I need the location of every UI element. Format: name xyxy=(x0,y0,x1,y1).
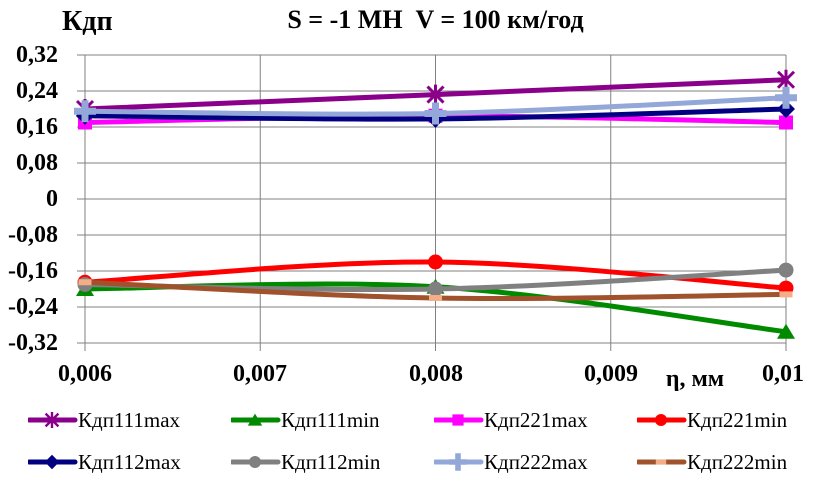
x-axis-title: η, мм xyxy=(665,366,725,392)
legend-item: Кдп221min xyxy=(637,406,817,434)
legend-item: Кдп111max xyxy=(28,406,231,434)
legend-item: Кдп111min xyxy=(231,406,434,434)
legend-marker-icon xyxy=(28,454,78,470)
legend-label: Кдп221max xyxy=(484,407,588,432)
y-axis-title: Кдп xyxy=(62,6,113,37)
legend-label: Кдп222min xyxy=(687,449,788,474)
legend-label: Кдп222max xyxy=(484,449,588,474)
legend-marker-icon xyxy=(231,413,281,426)
legend-item: Кдп222max xyxy=(434,448,637,476)
x-tick-label: 0,006 xyxy=(58,361,112,387)
y-tick-label: -0,08 xyxy=(8,222,58,248)
y-tick-label: 0,24 xyxy=(16,78,58,104)
legend-item: Кдп221max xyxy=(434,406,637,434)
legend-label: Кдп111min xyxy=(281,407,380,432)
legend-marker-icon xyxy=(434,453,484,471)
legend-label: Кдп111max xyxy=(78,407,181,432)
y-tick-label: -0,32 xyxy=(8,330,58,356)
legend-marker-icon xyxy=(231,456,281,468)
y-tick-label: -0,24 xyxy=(8,294,58,320)
legend-item: Кдп112max xyxy=(28,448,231,476)
x-tick-label: 0,007 xyxy=(233,361,287,387)
y-tick-label: 0,08 xyxy=(16,150,58,176)
legend-item: Кдп222min xyxy=(637,448,817,476)
legend-label: Кдп112max xyxy=(78,449,181,474)
legend-marker-icon xyxy=(637,459,687,465)
legend-item: Кдп112min xyxy=(231,448,434,476)
legend-marker-icon xyxy=(28,412,78,428)
x-tick-label: 0,008 xyxy=(409,361,463,387)
legend-label: Кдп221min xyxy=(687,407,788,432)
plot-area xyxy=(74,54,797,351)
y-tick-label: 0 xyxy=(46,186,58,212)
x-tick-label: 0,009 xyxy=(584,361,638,387)
legend-label: Кдп112min xyxy=(281,449,381,474)
x-tick-label: 0,01 xyxy=(762,361,804,387)
legend-marker-icon xyxy=(434,414,484,426)
y-tick-label: -0,16 xyxy=(8,258,58,284)
legend: Кдп111max Кдп111min Кдп221max Кдп221min … xyxy=(0,402,818,476)
chart-title: S = -1 МН V = 100 км/год xyxy=(287,5,584,34)
legend-marker-icon xyxy=(637,414,687,426)
y-tick-label: 0,32 xyxy=(16,42,58,68)
y-tick-label: 0,16 xyxy=(16,114,58,140)
